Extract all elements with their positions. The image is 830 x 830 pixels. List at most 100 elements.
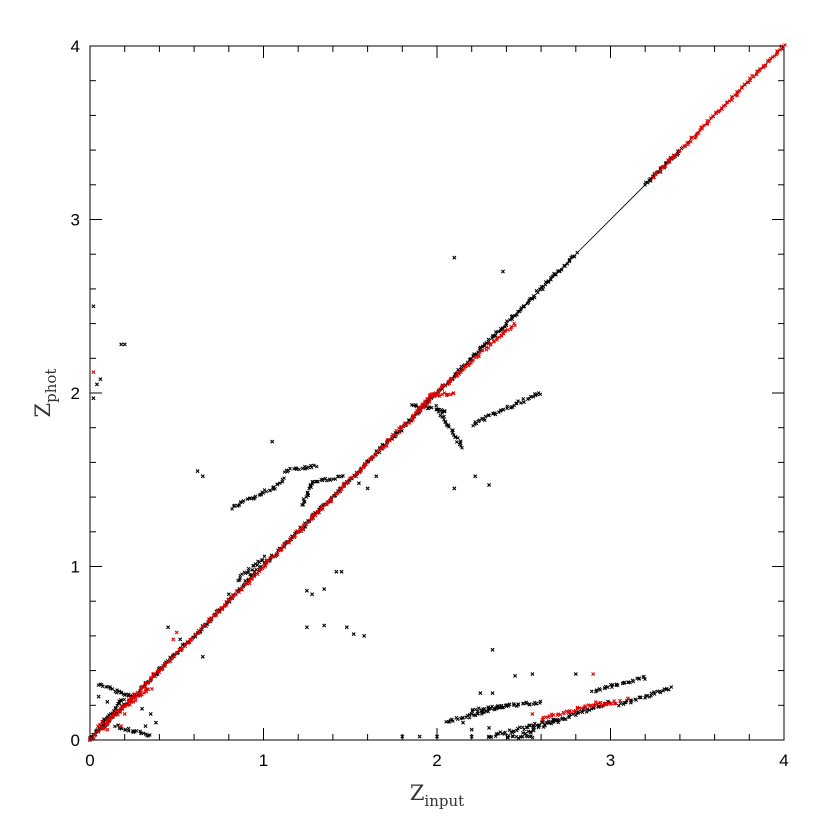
data-point [610,685,614,690]
data-point [394,432,399,437]
data-point [478,691,483,696]
data-point [507,702,512,707]
segment [262,400,432,570]
data-point [580,710,585,715]
data-point [767,58,772,63]
x-tick-label: 1 [259,751,268,770]
data-point [119,342,124,347]
data-point [514,734,519,739]
data-point [96,683,101,688]
data-point [275,552,280,556]
data-point [778,47,783,52]
segment [300,482,315,507]
data-point [107,713,111,717]
data-point [698,128,702,133]
data-point [530,735,535,740]
data-point [510,317,514,322]
data-point [339,487,344,492]
data-point [219,605,224,610]
data-point [122,697,127,702]
data-point [92,736,96,741]
data-point [89,736,93,741]
data-point [456,436,460,440]
data-point [390,432,395,437]
data-point [729,94,734,99]
data-point [174,651,179,656]
data-point [323,476,328,481]
data-point [348,476,352,480]
data-point [666,687,671,692]
data-point [530,711,535,716]
data-point [452,255,457,260]
data-point [365,486,370,491]
data-point [534,288,539,293]
data-point [605,685,610,690]
data-point [295,529,300,533]
segment [617,685,674,708]
data-point [190,636,195,641]
data-point [255,563,260,567]
data-point [651,175,656,180]
data-point [266,559,271,564]
data-point [538,287,542,291]
data-point [476,353,481,358]
data-point [573,672,578,677]
data-point [411,417,415,422]
data-point [487,734,492,739]
data-point [772,54,777,59]
data-point [406,420,411,425]
data-point [183,642,187,646]
data-point [506,735,510,740]
segment [236,554,267,583]
data-point [672,153,677,158]
data-point [252,574,257,578]
data-point [322,587,327,592]
data-point [493,333,498,338]
segment [651,43,787,180]
data-point [98,723,103,727]
data-point [625,696,630,701]
data-point [563,717,567,722]
data-point [531,394,536,399]
data-point [146,687,151,692]
data-point [293,533,297,538]
data-point [341,473,345,478]
data-point [754,72,759,77]
data-point [416,405,421,409]
data-point [456,367,460,372]
data-point [232,504,236,509]
data-point [779,44,784,48]
data-point [128,703,132,707]
data-point [520,734,525,739]
data-point [288,466,292,471]
data-point [637,676,642,681]
data-point [314,464,319,469]
data-point [447,425,451,429]
data-point [530,672,535,677]
data-point [699,125,703,130]
data-point [521,397,526,401]
data-point [417,734,422,739]
data-point [98,377,103,382]
data-point [464,363,468,368]
data-point [282,476,286,481]
data-point [629,699,634,703]
data-point [351,632,356,637]
data-point [493,412,498,417]
data-point [445,392,449,397]
data-point [643,677,647,681]
y-tick-label: 4 [71,37,80,56]
data-point [105,721,110,726]
segment [434,403,464,450]
data-point [486,346,491,350]
data-point [654,170,659,175]
data-point [519,400,523,405]
data-point [381,445,386,450]
data-point [328,478,333,482]
data-point [131,692,136,697]
data-point [202,622,207,627]
data-point [403,421,407,425]
data-point [510,734,515,738]
data-point [556,718,561,723]
data-point [500,269,505,274]
